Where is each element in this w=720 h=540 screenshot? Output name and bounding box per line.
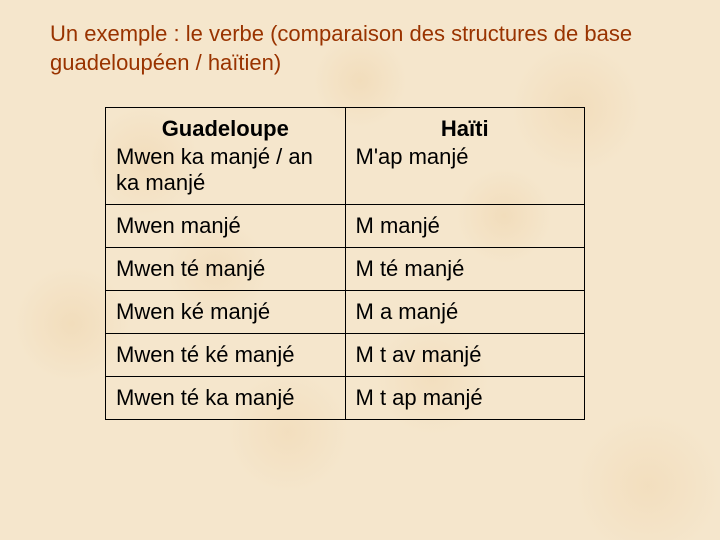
table-row: Mwen ké manjé M a manjé (106, 291, 585, 334)
table-row: Mwen ka manjé / an ka manjé M'ap manjé (106, 144, 585, 205)
cell: M manjé (345, 205, 585, 248)
table-row: Mwen manjé M manjé (106, 205, 585, 248)
cell: M t av manjé (345, 334, 585, 377)
cell: M té manjé (345, 248, 585, 291)
comparison-table: Guadeloupe Haïti Mwen ka manjé / an ka m… (105, 107, 585, 420)
table-row: Mwen té ké manjé M t av manjé (106, 334, 585, 377)
table-row: Mwen té manjé M té manjé (106, 248, 585, 291)
cell: M t ap manjé (345, 377, 585, 420)
page-title: Un exemple : le verbe (comparaison des s… (50, 20, 670, 77)
cell: Mwen ka manjé / an ka manjé (106, 144, 346, 205)
table-row: Mwen té ka manjé M t ap manjé (106, 377, 585, 420)
col-header-haiti: Haïti (345, 108, 585, 145)
cell: Mwen manjé (106, 205, 346, 248)
cell: Mwen ké manjé (106, 291, 346, 334)
col-header-guadeloupe: Guadeloupe (106, 108, 346, 145)
cell: Mwen té manjé (106, 248, 346, 291)
cell: M'ap manjé (345, 144, 585, 205)
cell: Mwen té ka manjé (106, 377, 346, 420)
cell: M a manjé (345, 291, 585, 334)
cell: Mwen té ké manjé (106, 334, 346, 377)
